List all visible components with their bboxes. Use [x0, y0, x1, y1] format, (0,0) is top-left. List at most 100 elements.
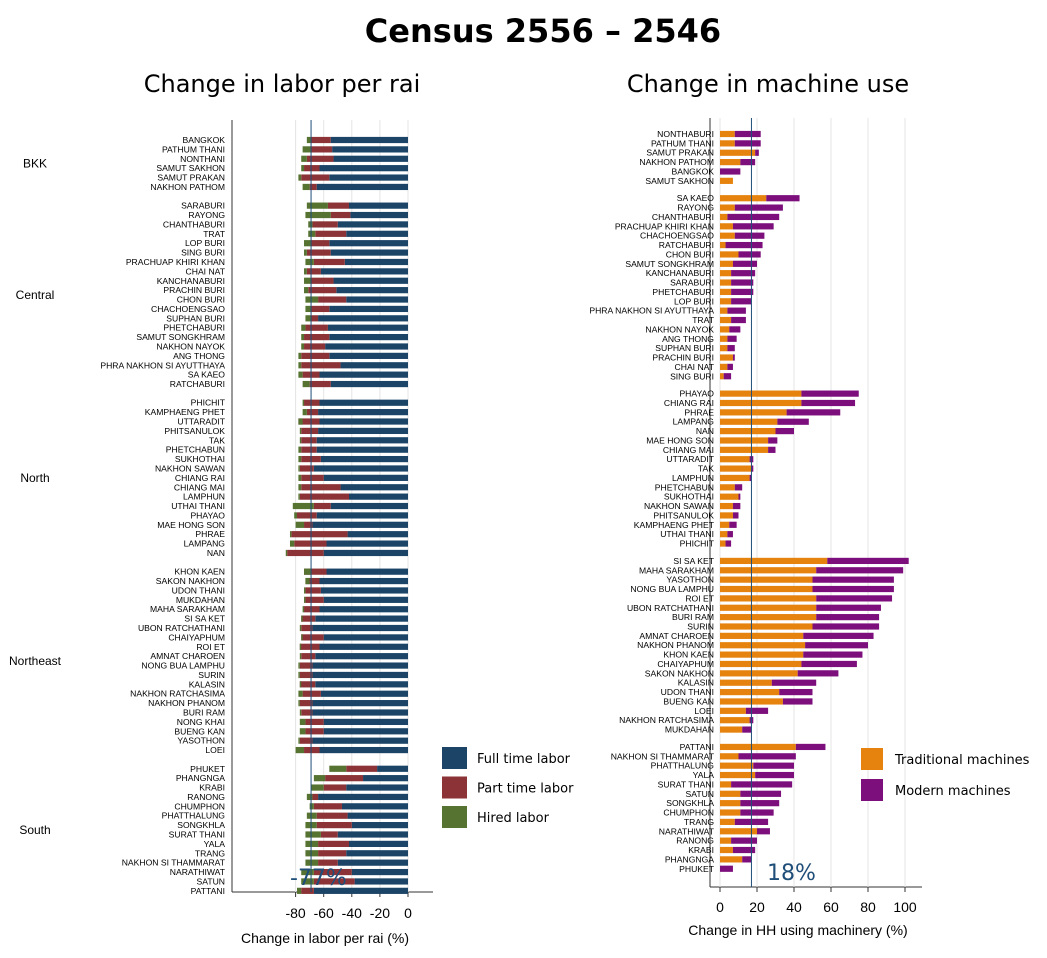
province-label: PHICHIT [191, 398, 226, 408]
part-time-bar [311, 240, 330, 247]
province-label: UTHAI THANI [171, 501, 225, 511]
modern-bar [732, 260, 757, 267]
part-time-bar [316, 822, 352, 829]
legend-label: Part time labor [477, 782, 574, 797]
modern-bar [731, 837, 757, 844]
modern-bar [816, 614, 880, 621]
traditional-bar [720, 140, 735, 147]
part-time-bar [301, 427, 319, 435]
full-time-bar [313, 465, 408, 472]
traditional-bar [720, 642, 806, 649]
traditional-bar [720, 260, 733, 267]
full-time-bar [347, 812, 408, 819]
hired-bar [299, 728, 306, 735]
province-label: KAMPHAENG PHET [145, 407, 226, 417]
hired-bar [289, 531, 292, 538]
hired-bar [309, 803, 314, 810]
hired-bar [304, 249, 307, 256]
part-time-bar [299, 671, 313, 679]
province-label: YASOTHON [666, 575, 714, 585]
province-label: BURI RAM [672, 612, 714, 622]
full-time-bar [329, 174, 408, 181]
province-label: CHAIYAPHUM [657, 659, 714, 669]
full-time-bar [348, 840, 408, 847]
modern-bar [742, 726, 752, 733]
full-time-bar [329, 352, 408, 359]
part-time-bar [313, 502, 331, 510]
part-time-bar [311, 315, 319, 322]
part-time-bar [301, 474, 324, 481]
hired-bar [305, 577, 310, 585]
full-time-bar [330, 502, 408, 510]
hired-bar [305, 305, 312, 313]
modern-bar [738, 493, 741, 500]
full-time-bar [346, 230, 408, 237]
hired-bar [305, 850, 319, 857]
modern-bar [751, 465, 754, 472]
full-time-bar [348, 493, 408, 500]
province-label: SUKHOTHAI [664, 492, 714, 502]
modern-bar [786, 409, 841, 416]
province-label: KRABI [199, 783, 225, 793]
traditional-bar [720, 688, 780, 696]
part-time-bar [318, 840, 349, 847]
full-time-bar [344, 258, 408, 266]
province-label: YASOTHON [177, 736, 225, 746]
hired-bar [301, 615, 303, 622]
part-time-bar [311, 305, 330, 313]
part-time-bar [299, 700, 313, 707]
province-label: SI SA KET [184, 614, 225, 624]
modern-bar [729, 521, 737, 528]
hired-bar [299, 427, 302, 435]
part-time-bar [301, 174, 330, 181]
modern-bar [734, 204, 783, 211]
hired-bar [306, 202, 328, 209]
province-label: UDON THANI [172, 585, 225, 595]
traditional-bar [720, 623, 813, 630]
full-time-bar [346, 784, 408, 791]
modern-bar [727, 345, 735, 352]
province-label: UTTARADIT [666, 454, 714, 464]
modern-bar [801, 399, 856, 407]
province-label: PATHUM THANI [162, 144, 225, 154]
province-label: KAMPHAENG PHET [634, 520, 715, 530]
full-time-bar [319, 165, 408, 172]
region-label: BKK [23, 156, 47, 170]
modern-bar [734, 140, 761, 147]
province-label: NAKHON SAWAN [155, 463, 225, 473]
part-time-bar [287, 549, 324, 557]
province-label: PHETCHABURI [163, 323, 225, 333]
full-time-bar [315, 615, 408, 622]
province-label: SURIN [198, 670, 225, 680]
province-label: YALA [204, 839, 226, 849]
modern-bar [720, 168, 741, 175]
part-time-bar [301, 887, 314, 894]
traditional-bar [720, 828, 757, 835]
province-label: SUPHAN BURI [655, 343, 714, 353]
hired-bar [285, 549, 288, 557]
modern-bar [801, 390, 859, 397]
left-x-tick-label: -20 [370, 905, 390, 921]
modern-bar [816, 595, 893, 602]
traditional-bar [720, 576, 813, 583]
full-time-bar [312, 671, 408, 679]
province-label: LAMPANG [184, 539, 226, 549]
province-label: SATUN [686, 789, 715, 799]
province-label: SURAT THANI [658, 779, 714, 789]
hired-bar [305, 296, 319, 303]
hired-bar [289, 540, 295, 547]
province-label: AMNAT CHAROEN [639, 631, 714, 641]
hired-bar [304, 596, 306, 603]
part-time-bar [313, 868, 352, 876]
province-label: SAMUT SONGKHRAM [625, 259, 714, 269]
hired-bar [301, 155, 307, 162]
hired-bar [295, 521, 305, 528]
full-time-bar [340, 362, 408, 369]
province-label: NAKHON SI THAMMARAT [611, 751, 715, 761]
full-time-bar [333, 277, 408, 284]
full-time-bar [337, 831, 408, 838]
left-chart-title: Change in labor per rai [144, 70, 421, 98]
province-label: BANGKOK [671, 166, 714, 176]
part-time-bar [304, 343, 326, 350]
